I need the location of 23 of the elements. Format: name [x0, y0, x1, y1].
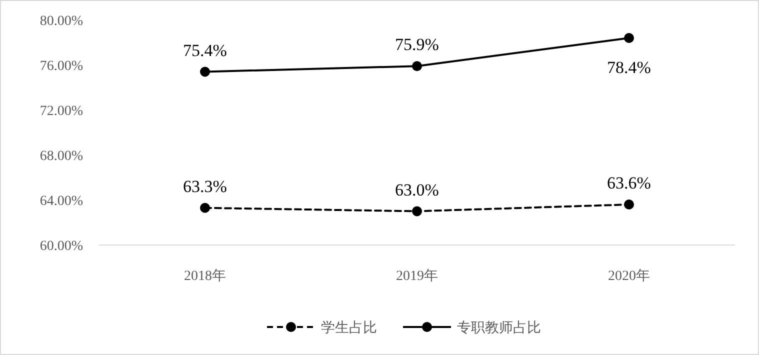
y-tick-label: 64.00% [40, 194, 84, 209]
data-label: 63.3% [183, 176, 227, 196]
x-tick-label: 2020年 [608, 268, 650, 284]
y-tick-label: 60.00% [40, 239, 84, 254]
data-label: 78.4% [607, 58, 651, 77]
data-label: 63.0% [395, 180, 439, 200]
x-tick-label: 2018年 [184, 268, 226, 284]
data-label: 75.4% [183, 40, 227, 60]
data-label: 75.9% [395, 35, 439, 54]
data-label: 63.6% [607, 174, 651, 192]
point [200, 66, 210, 77]
point [412, 206, 422, 216]
y-tick-label: 80.00% [40, 14, 84, 29]
point [412, 61, 422, 72]
legend-label: 专职教师占比 [457, 320, 541, 336]
y-tick-label: 72.00% [40, 104, 84, 119]
y-tick-label: 76.00% [40, 59, 84, 74]
point [624, 33, 634, 43]
point [200, 202, 210, 213]
y-tick-label: 68.00% [40, 149, 84, 164]
point [624, 200, 634, 210]
x-tick-label: 2019年 [396, 268, 438, 284]
legend-label: 学生占比 [321, 320, 377, 336]
